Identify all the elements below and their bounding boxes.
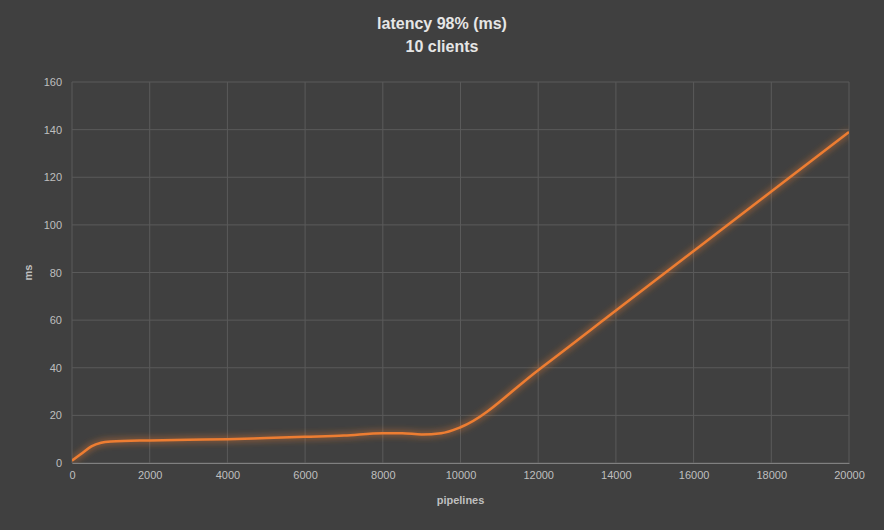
tick-label: 0 bbox=[69, 469, 75, 481]
tick: 6000 bbox=[293, 463, 317, 481]
tick: 140 bbox=[44, 124, 72, 136]
axis-line bbox=[73, 463, 850, 464]
subtitle: 10 clients bbox=[406, 38, 479, 55]
tick-label: 40 bbox=[50, 362, 62, 374]
tick: 12000 bbox=[523, 463, 554, 481]
grid-line-x bbox=[227, 82, 228, 463]
tick-label: 18000 bbox=[757, 469, 788, 481]
grid-line-x bbox=[72, 82, 73, 463]
tick: 14000 bbox=[601, 463, 632, 481]
grid bbox=[72, 82, 849, 463]
series bbox=[72, 132, 849, 461]
tick-label: 20000 bbox=[834, 469, 865, 481]
tick-label: 160 bbox=[44, 76, 62, 88]
x-axis-title: pipelines bbox=[437, 494, 485, 506]
tick: 16000 bbox=[679, 463, 710, 481]
tick: 2000 bbox=[138, 463, 162, 481]
plot: 0 2000 4000 6000 8000 10000 12000 14000 16000 180… bbox=[44, 76, 865, 481]
grid-line-x bbox=[460, 82, 461, 463]
grid-line-x bbox=[149, 82, 150, 463]
chart: 0 2000 4000 6000 8000 10000 12000 14000 16000 180… bbox=[0, 0, 884, 530]
tick-label: 100 bbox=[44, 219, 62, 231]
y-axis-title: ms bbox=[22, 265, 34, 281]
tick-label: 140 bbox=[44, 124, 62, 136]
tick-label: 60 bbox=[50, 314, 62, 326]
tick: 40 bbox=[50, 362, 72, 374]
tick-label: 6000 bbox=[293, 469, 317, 481]
grid-line-x bbox=[305, 82, 306, 463]
tick-label: 120 bbox=[44, 171, 62, 183]
tick-label: 80 bbox=[50, 267, 62, 279]
grid-line-x bbox=[382, 82, 383, 463]
tick: 20 bbox=[50, 409, 72, 421]
tick: 8000 bbox=[371, 463, 395, 481]
tick: 4000 bbox=[216, 463, 240, 481]
x-axis: 0 2000 4000 6000 8000 10000 12000 14000 16000 180… bbox=[69, 463, 864, 481]
tick: 80 bbox=[50, 267, 72, 279]
tick-label: 0 bbox=[56, 457, 62, 469]
tick-label: 8000 bbox=[371, 469, 395, 481]
tick: 120 bbox=[44, 171, 72, 183]
tick: 18000 bbox=[757, 463, 788, 481]
tick-label: 4000 bbox=[216, 469, 240, 481]
grid-line-x bbox=[538, 82, 539, 463]
line bbox=[72, 132, 849, 461]
tick-label: 10000 bbox=[446, 469, 477, 481]
grid-line-x bbox=[849, 82, 850, 463]
tick-label: 20 bbox=[50, 409, 62, 421]
tick: 20000 bbox=[834, 463, 865, 481]
axis-line bbox=[72, 83, 73, 464]
grid-line-x bbox=[615, 82, 616, 463]
background bbox=[0, 0, 884, 530]
tick-label: 2000 bbox=[138, 469, 162, 481]
tick: 0 bbox=[69, 463, 75, 481]
tick: 160 bbox=[44, 76, 72, 88]
tick-label: 14000 bbox=[601, 469, 632, 481]
tick-label: 12000 bbox=[523, 469, 554, 481]
grid-line-x bbox=[693, 82, 694, 463]
tick: 100 bbox=[44, 219, 72, 231]
tick: 0 bbox=[56, 457, 72, 469]
tick-label: 16000 bbox=[679, 469, 710, 481]
tick: 10000 bbox=[446, 463, 477, 481]
tick: 60 bbox=[50, 314, 72, 326]
grid-line-x bbox=[771, 82, 772, 463]
y-axis: 0 20 40 60 80 100 120 140 160 bbox=[44, 76, 73, 469]
title: latency 98% (ms) bbox=[377, 15, 507, 32]
